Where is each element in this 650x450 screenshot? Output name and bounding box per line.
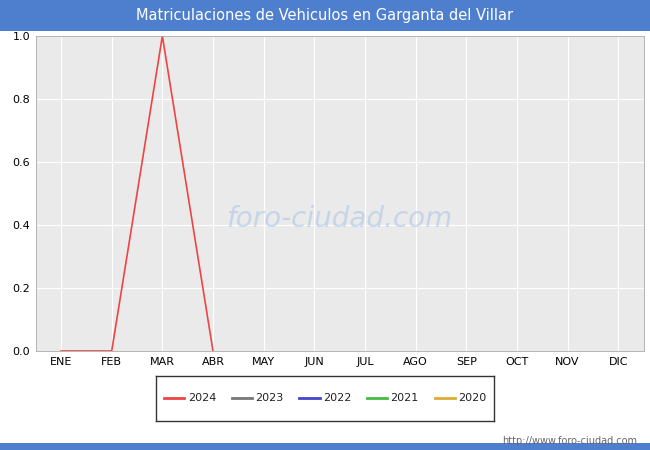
Text: 2020: 2020 [458, 393, 486, 403]
Text: 2022: 2022 [323, 393, 352, 403]
Text: 2024: 2024 [188, 393, 216, 403]
Text: http://www.foro-ciudad.com: http://www.foro-ciudad.com [502, 436, 637, 446]
Text: 2021: 2021 [391, 393, 419, 403]
Text: 2023: 2023 [255, 393, 283, 403]
Text: Matriculaciones de Vehiculos en Garganta del Villar: Matriculaciones de Vehiculos en Garganta… [136, 8, 514, 23]
Text: foro-ciudad.com: foro-ciudad.com [227, 205, 452, 233]
